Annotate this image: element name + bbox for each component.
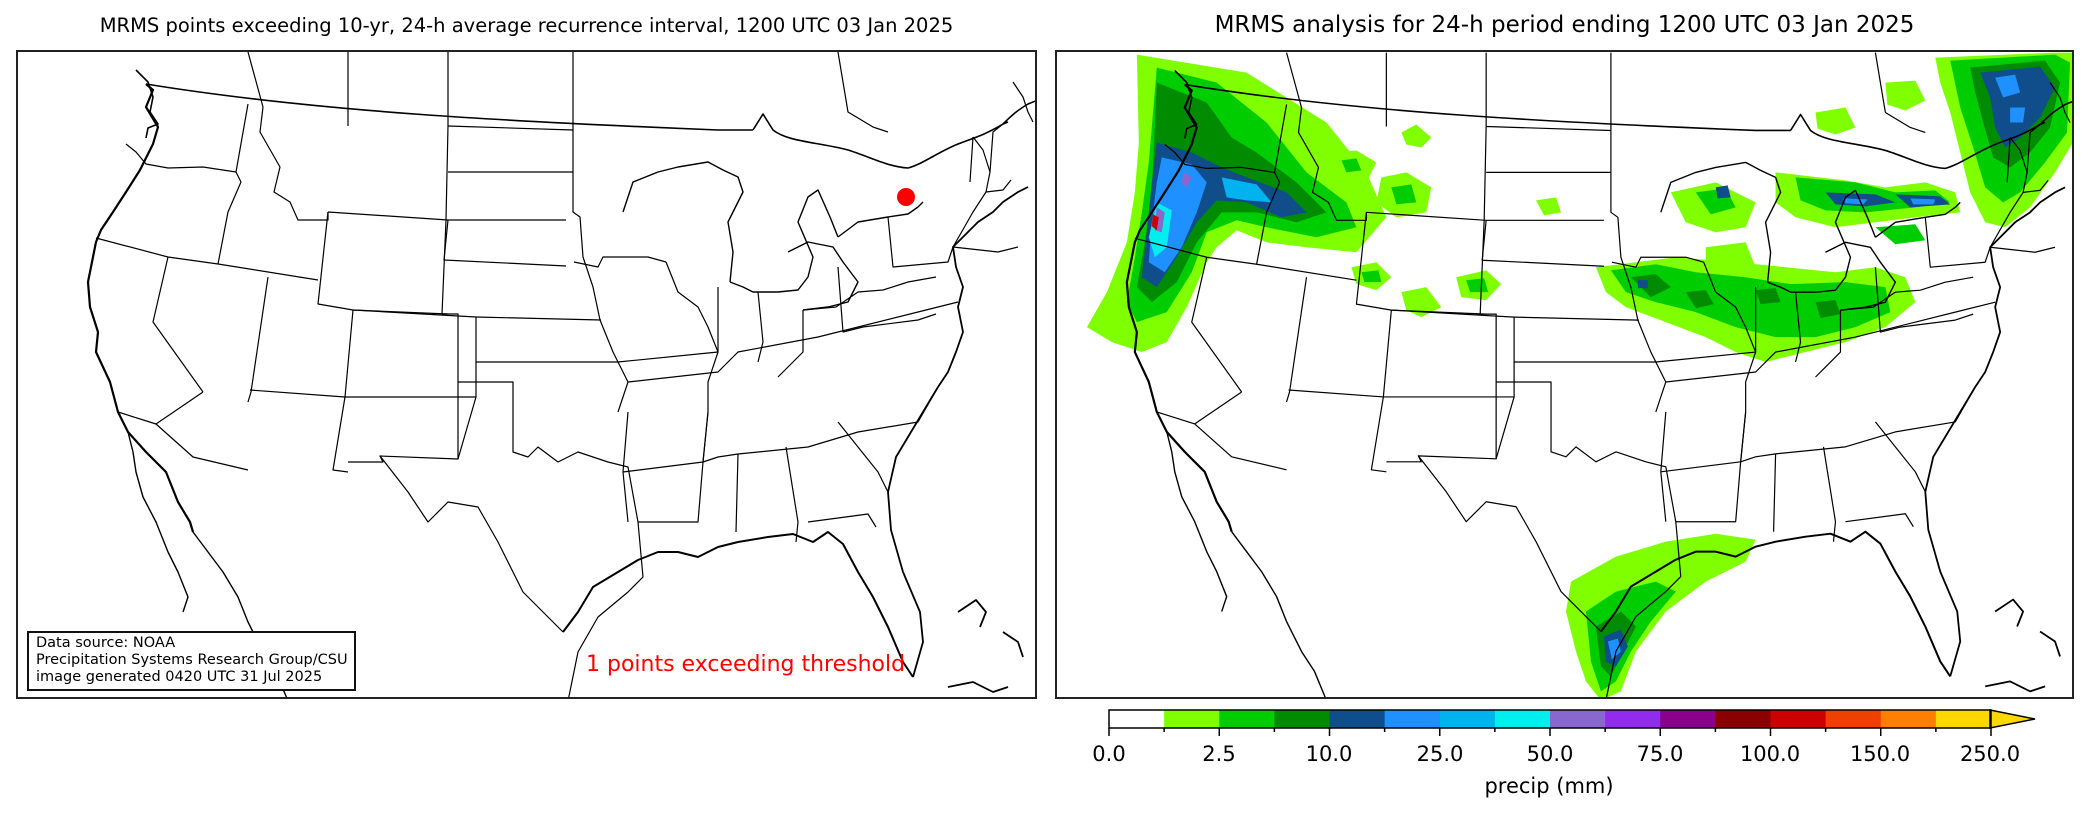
exceedance-map-panel: Data source: NOAA Precipitation Systems … <box>16 50 1037 699</box>
info-line-source: Data source: NOAA <box>36 635 176 651</box>
colorbar-tick-labels: 0.0 2.5 10.0 25.0 50.0 75.0 100.0 150.0 … <box>0 742 2090 766</box>
colorbar-swatch <box>1109 710 1165 728</box>
colorbar-swatch <box>1329 710 1386 728</box>
colorbar-tick-label: 250.0 <box>1959 742 2021 766</box>
precip-colorbar <box>1108 709 2036 736</box>
right-panel-title: MRMS analysis for 24-h period ending 120… <box>1214 12 1915 38</box>
exceedance-basemap <box>86 52 1035 697</box>
colorbar-swatch <box>1384 710 1441 728</box>
colorbar-swatch <box>1770 710 1827 728</box>
colorbar-tick-label: 25.0 <box>1416 742 1464 766</box>
colorbar-swatch <box>1660 710 1716 728</box>
colorbar-swatch <box>1935 710 1992 728</box>
colorbar-label: precip (mm) <box>1484 774 1614 798</box>
info-line-generated: image generated 0420 UTC 31 Jul 2025 <box>36 669 323 685</box>
colorbar-tick-label: 50.0 <box>1526 742 1574 766</box>
data-source-info-box: Data source: NOAA Precipitation Systems … <box>27 631 356 691</box>
colorbar-swatch <box>1880 710 1937 728</box>
colorbar-swatch <box>1274 710 1330 728</box>
colorbar-tick-label: 100.0 <box>1739 742 1801 766</box>
info-line-group: Precipitation Systems Research Group/CSU <box>36 652 348 668</box>
colorbar-swatch <box>1494 710 1551 728</box>
precip-field-map <box>1086 52 2072 697</box>
colorbar-tick-label: 2.5 <box>1202 742 1236 766</box>
colorbar-tick-label: 75.0 <box>1636 742 1684 766</box>
colorbar-swatch <box>1825 710 1882 728</box>
exceedance-count-text: 1 points exceeding threshold <box>586 652 906 677</box>
precip-analysis-map-panel <box>1055 50 2074 699</box>
colorbar-swatch <box>1715 710 1771 728</box>
colorbar-swatch <box>1550 710 1606 728</box>
colorbar-tick-label: 150.0 <box>1849 742 1911 766</box>
colorbar-swatch <box>1605 710 1661 728</box>
precip-field <box>1086 52 2072 697</box>
colorbar-tick-label: 0.0 <box>1092 742 1126 766</box>
colorbar-tick-label: 10.0 <box>1305 742 1353 766</box>
left-panel-title: MRMS points exceeding 10-yr, 24-h averag… <box>99 14 954 37</box>
colorbar-swatch <box>1219 710 1275 728</box>
colorbar-swatch <box>1439 710 1496 728</box>
colorbar-swatch <box>1164 710 1220 728</box>
exceedance-point-marker[interactable] <box>897 188 915 206</box>
